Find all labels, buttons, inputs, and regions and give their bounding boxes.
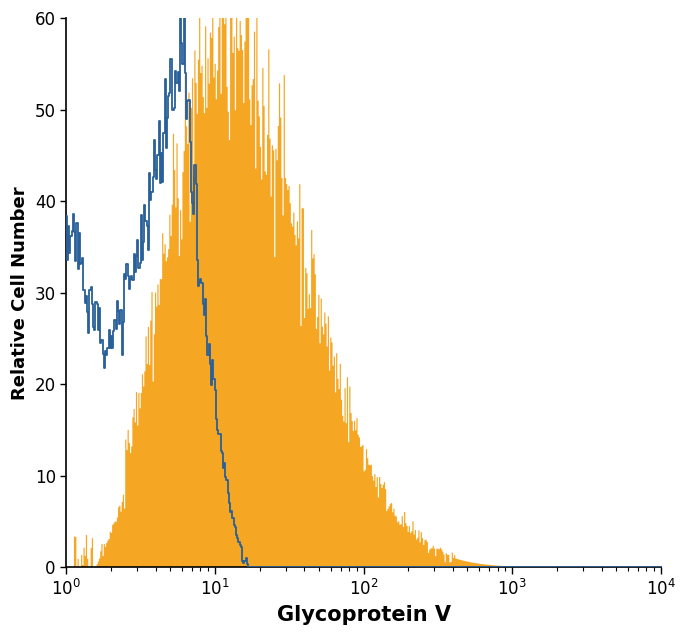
Y-axis label: Relative Cell Number: Relative Cell Number [11, 186, 29, 399]
X-axis label: Glycoprotein V: Glycoprotein V [277, 605, 451, 625]
